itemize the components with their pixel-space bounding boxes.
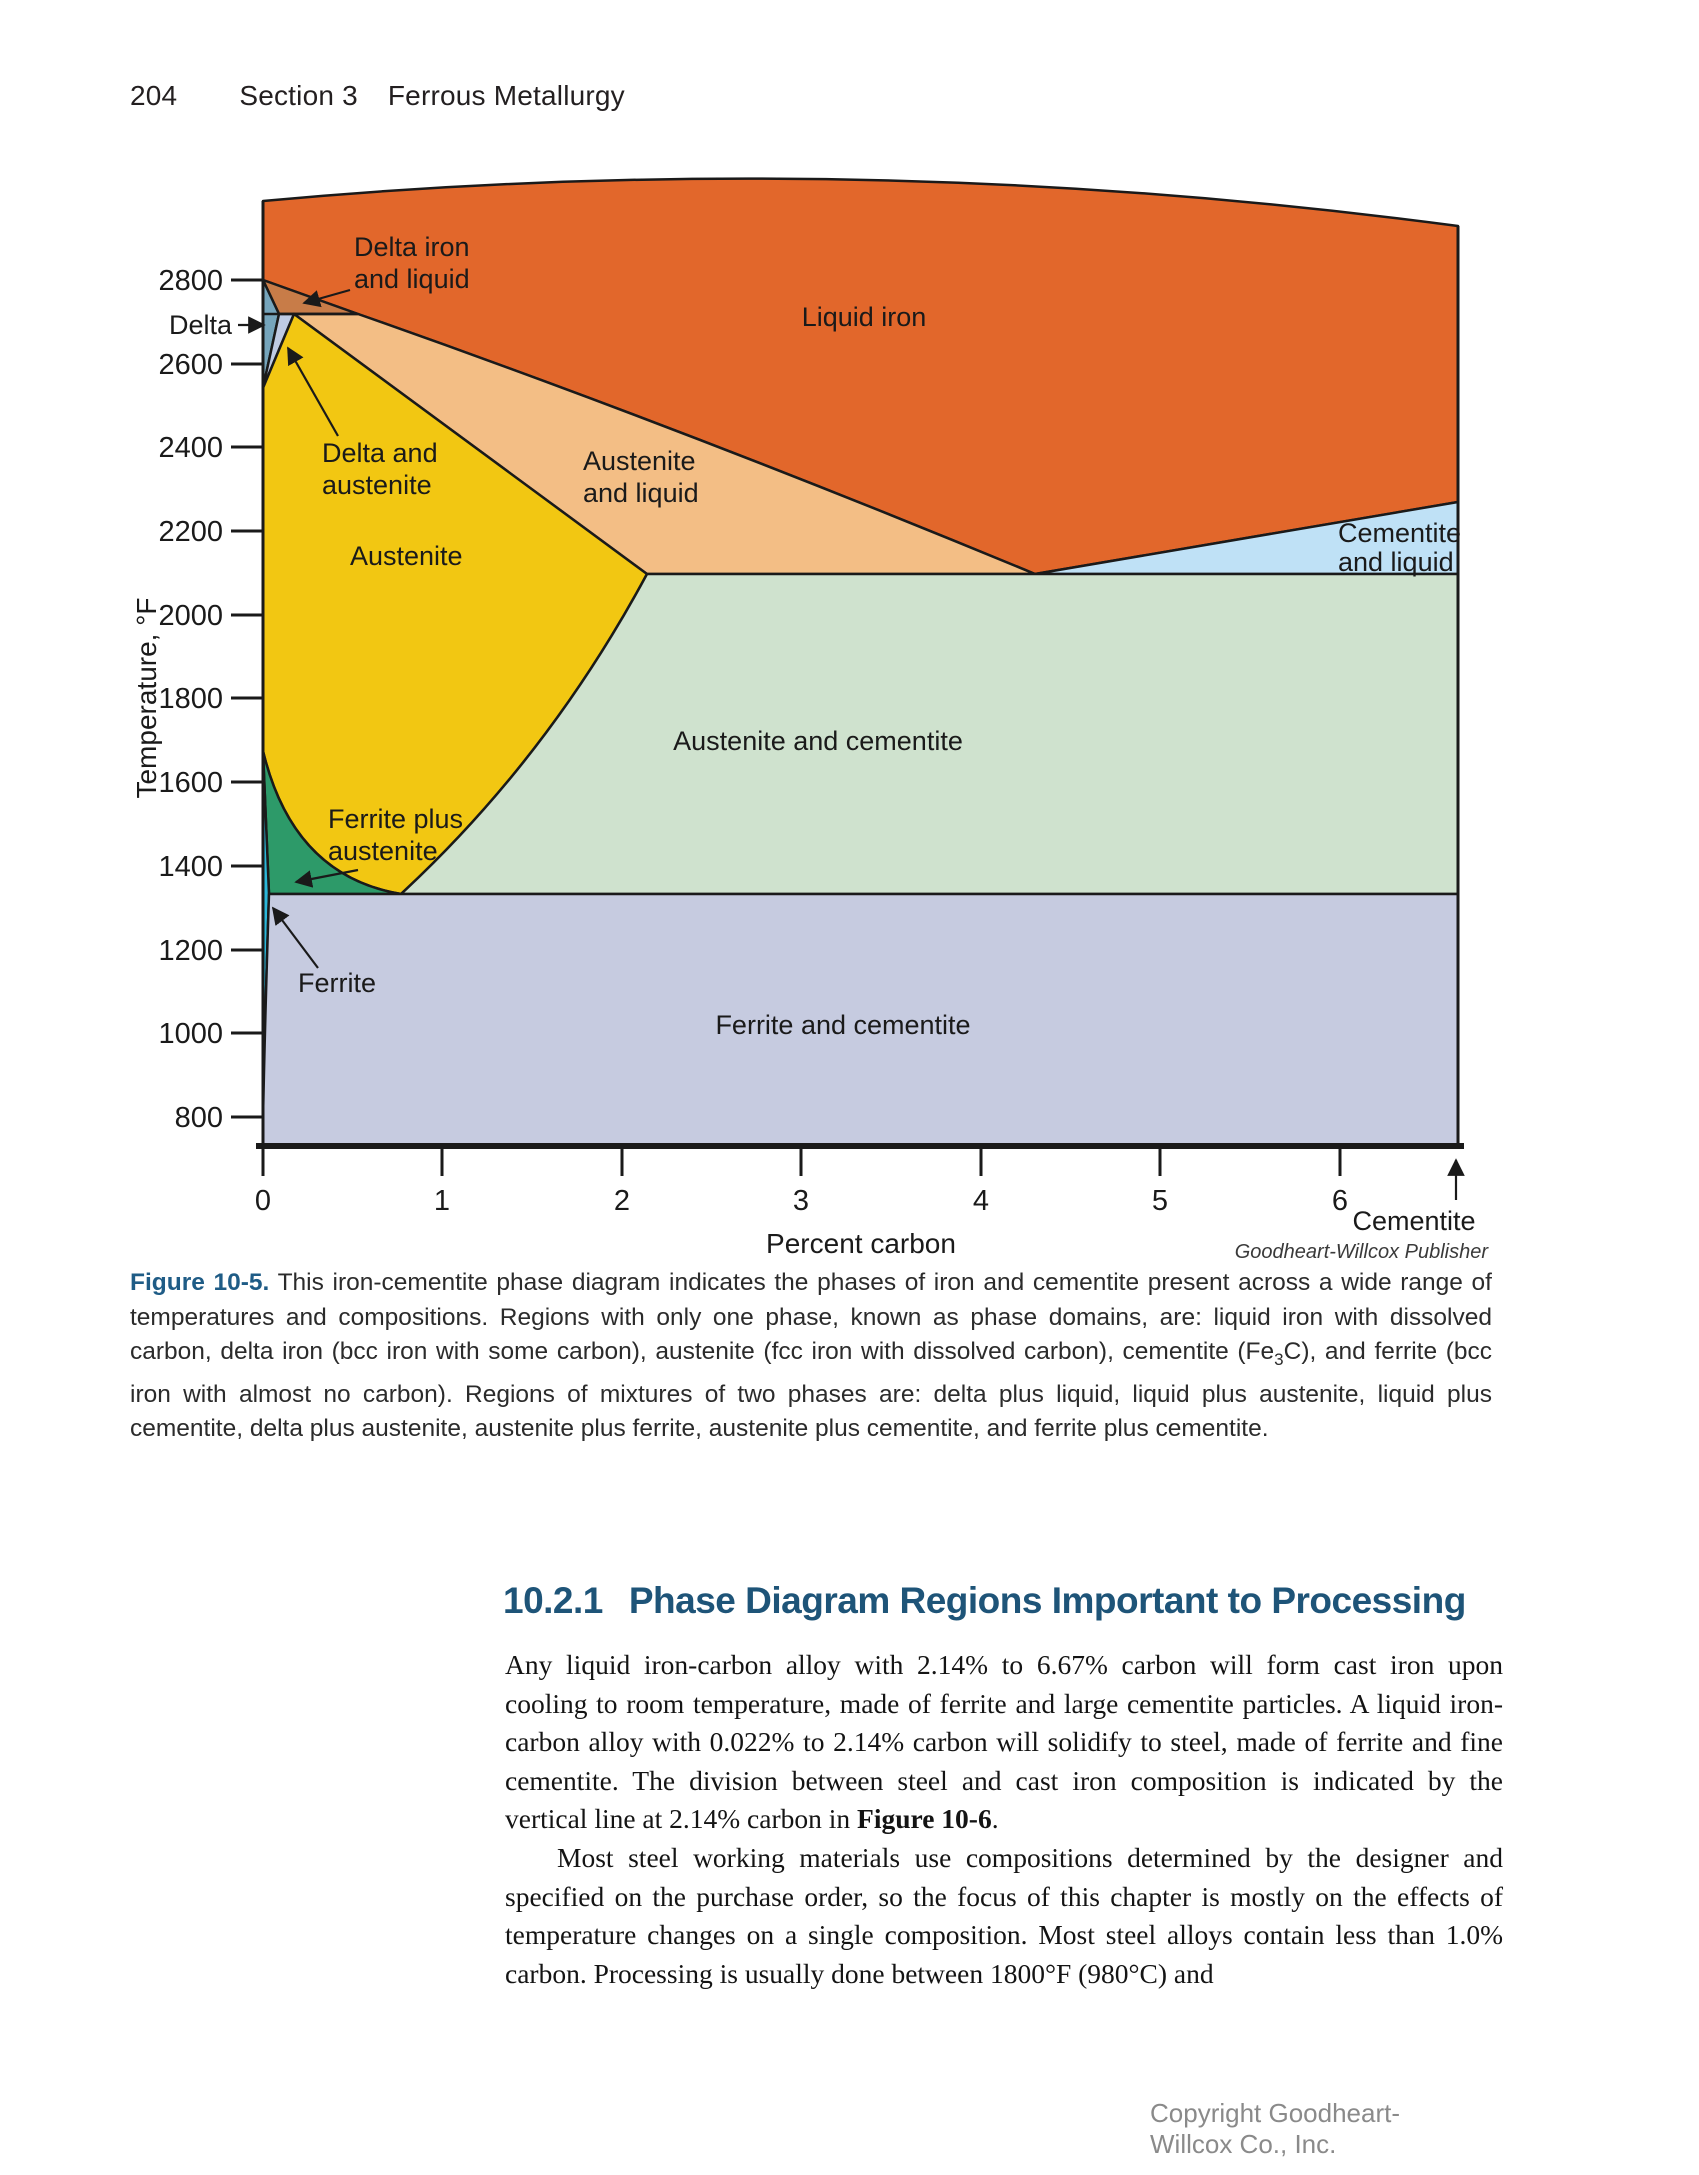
y-tick-2200: 2200 bbox=[158, 516, 223, 548]
label-ferrite-and-cementite: Ferrite and cementite bbox=[715, 1010, 970, 1040]
y-tick-1800: 1800 bbox=[158, 683, 223, 715]
y-tick-2800: 2800 bbox=[158, 265, 223, 297]
paragraph-1-period: . bbox=[991, 1803, 999, 1835]
y-tick-labels: 2800 2600 2400 2200 2000 1800 1600 1400 … bbox=[158, 265, 223, 1134]
label-ferrite-plus-austenite: Ferrite plus austenite bbox=[328, 804, 471, 866]
label-liquid-iron: Liquid iron bbox=[802, 302, 927, 332]
page-number: 204 bbox=[130, 80, 178, 111]
y-tick-2000: 2000 bbox=[158, 600, 223, 632]
label-austenite-and-cementite: Austenite and cementite bbox=[673, 726, 963, 756]
label-cementite-and-liquid: Cementite and liquid bbox=[1338, 518, 1469, 577]
phase-diagram-figure: 2800 2600 2400 2200 2000 1800 1600 1400 … bbox=[128, 118, 1588, 1278]
cementite-axis-label: Cementite bbox=[1352, 1206, 1475, 1236]
phase-diagram-svg: 2800 2600 2400 2200 2000 1800 1600 1400 … bbox=[131, 177, 1490, 1263]
x-tick-2: 2 bbox=[614, 1185, 630, 1217]
y-tick-1200: 1200 bbox=[158, 935, 223, 967]
ferrite-plus-austenite-arrow bbox=[294, 868, 359, 888]
label-austenite-and-liquid: Austenite and liquid bbox=[583, 446, 703, 508]
x-ticks bbox=[261, 1146, 1342, 1176]
section-heading: 10.2.1 Phase Diagram Regions Important to… bbox=[503, 1580, 1603, 1622]
y-axis-title: Temperature, °F bbox=[131, 597, 162, 798]
chapter-title: Ferrous Metallurgy bbox=[387, 80, 625, 111]
region-labels: Liquid iron Delta iron and liquid Delta … bbox=[169, 232, 1469, 1040]
y-tick-1000: 1000 bbox=[158, 1018, 223, 1050]
y-tick-2400: 2400 bbox=[158, 432, 223, 464]
figure-caption: Figure 10-5. This iron-cementite phase d… bbox=[130, 1266, 1492, 1447]
y-tick-1400: 1400 bbox=[158, 851, 223, 883]
x-tick-1: 1 bbox=[434, 1185, 450, 1217]
figure-credit: Goodheart-Willcox Publisher bbox=[1235, 1241, 1490, 1263]
x-tick-5: 5 bbox=[1152, 1185, 1168, 1217]
figure-caption-label: Figure 10-5. bbox=[130, 1269, 270, 1296]
figure-caption-text-2: C), and ferrite (bcc iron with almost no… bbox=[130, 1338, 1492, 1443]
x-tick-labels: 0 1 2 3 4 5 6 bbox=[255, 1185, 1348, 1217]
y-tick-2600: 2600 bbox=[158, 349, 223, 381]
label-ferrite: Ferrite bbox=[298, 968, 376, 998]
y-tick-1600: 1600 bbox=[158, 767, 223, 799]
paragraph-2: Most steel working materials use composi… bbox=[505, 1841, 1503, 1989]
delta-and-austenite-arrow bbox=[287, 346, 339, 437]
label-delta-and-austenite: Delta and austenite bbox=[322, 438, 445, 500]
body-text: Any liquid iron-carbon alloy with 2.14% … bbox=[505, 1646, 1503, 1993]
y-ticks bbox=[231, 278, 263, 1119]
section-number: Section 3 bbox=[239, 80, 358, 111]
section-heading-title: Phase Diagram Regions Important to Proce… bbox=[628, 1580, 1466, 1621]
phase-regions bbox=[261, 177, 1460, 1148]
delta-iron-and-liquid-arrow bbox=[302, 288, 351, 308]
section-heading-number: 10.2.1 bbox=[503, 1580, 603, 1621]
paragraph-1: Any liquid iron-carbon alloy with 2.14% … bbox=[505, 1646, 1503, 1839]
page-header: 204 Section 3 Ferrous Metallurgy bbox=[130, 80, 625, 112]
x-tick-3: 3 bbox=[793, 1185, 809, 1217]
figure-caption-text-1: This iron-cementite phase diagram indica… bbox=[130, 1269, 1492, 1366]
label-delta: Delta bbox=[169, 310, 233, 340]
x-tick-4: 4 bbox=[973, 1185, 989, 1217]
region-austenite-and-cementite bbox=[399, 572, 1460, 896]
ferrite-arrow bbox=[271, 906, 319, 969]
label-delta-iron-and-liquid: Delta iron and liquid bbox=[354, 232, 477, 294]
paragraph-1-text: Any liquid iron-carbon alloy with 2.14% … bbox=[505, 1649, 1503, 1835]
x-axis-title: Percent carbon bbox=[766, 1228, 956, 1259]
axes: 2800 2600 2400 2200 2000 1800 1600 1400 … bbox=[131, 201, 1464, 1259]
x-tick-0: 0 bbox=[255, 1185, 271, 1217]
copyright-footer: Copyright Goodheart-Willcox Co., Inc. bbox=[1150, 2098, 1401, 2159]
figure-10-6-reference: Figure 10-6 bbox=[857, 1803, 992, 1835]
y-tick-800: 800 bbox=[175, 1102, 223, 1134]
label-austenite: Austenite bbox=[350, 541, 463, 571]
x-tick-6: 6 bbox=[1332, 1185, 1348, 1217]
fe3c-subscript: 3 bbox=[1274, 1350, 1284, 1370]
cementite-annotation: Cementite bbox=[1352, 1158, 1476, 1236]
